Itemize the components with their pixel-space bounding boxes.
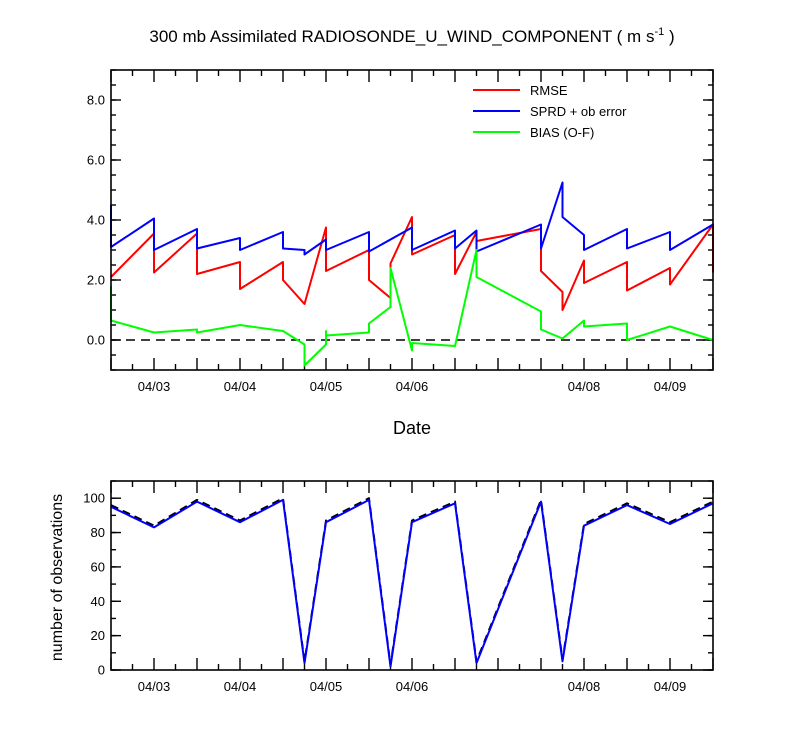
- y-axis-label: number of observations: [49, 494, 66, 661]
- chart-title-suffix: ): [664, 27, 674, 46]
- x-tick-label: 04/06: [396, 679, 429, 694]
- x-tick-label: 04/04: [224, 679, 257, 694]
- y-tick-label: 4.0: [87, 213, 105, 228]
- legend-label: RMSE: [530, 83, 568, 98]
- x-tick-label: 04/09: [654, 379, 687, 394]
- y-tick-label: 80: [91, 525, 105, 540]
- x-tick-label: 04/03: [138, 379, 171, 394]
- x-tick-label: 04/06: [396, 379, 429, 394]
- series-line-observations-used: [110, 498, 714, 668]
- y-tick-label: 6.0: [87, 153, 105, 168]
- y-tick-label: 20: [91, 628, 105, 643]
- plot-frame: [110, 480, 714, 671]
- chart-title: 300 mb Assimilated RADIOSONDE_U_WIND_COM…: [149, 26, 674, 46]
- x-tick-label: 04/04: [224, 379, 257, 394]
- x-tick-label: 04/03: [138, 679, 171, 694]
- y-tick-label: 8.0: [87, 93, 105, 108]
- y-tick-label: 60: [91, 559, 105, 574]
- plot-frame: [110, 69, 714, 371]
- y-tick-label: 0.0: [87, 333, 105, 348]
- top-panel: 0.0 2.0 4.0 6.0 8.0 04/03 04/04 04/05 04/06 04/08…: [87, 69, 714, 438]
- x-tick-label: 04/05: [310, 679, 343, 694]
- bottom-panel: 0 20 40 60 80 100 04/03 04/04 04/05 04/06 04/08 04/…: [49, 480, 714, 694]
- x-tick-label: 04/08: [568, 679, 601, 694]
- x-tick-label: 04/08: [568, 379, 601, 394]
- legend-label: SPRD + ob error: [530, 104, 627, 119]
- y-tick-label: 40: [91, 594, 105, 609]
- y-tick-label: 100: [83, 491, 105, 506]
- series-line-possible-observations: [110, 497, 714, 666]
- chart-title-main: 300 mb Assimilated RADIOSONDE_U_WIND_COM…: [149, 27, 654, 46]
- legend-label: BIAS (O-F): [530, 125, 594, 140]
- x-tick-label: 04/09: [654, 679, 687, 694]
- y-tick-label: 0: [98, 663, 105, 678]
- series-line-bias-o-f-: [110, 249, 714, 367]
- x-tick-label: 04/05: [310, 379, 343, 394]
- chart-title-unit-superscript: -1: [654, 26, 664, 38]
- y-tick-label: 2.0: [87, 273, 105, 288]
- x-axis-label: Date: [393, 418, 431, 438]
